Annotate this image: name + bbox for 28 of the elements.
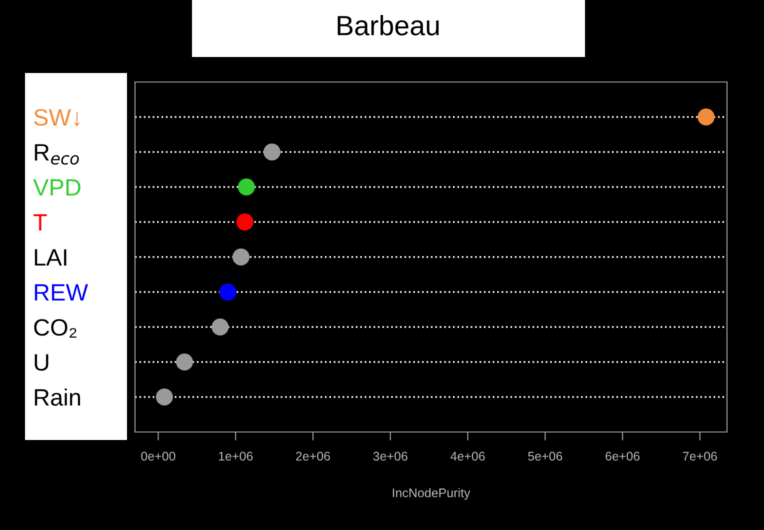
point: [176, 353, 194, 371]
point: [236, 213, 254, 231]
x-tick-label: 1e+06: [219, 452, 253, 461]
x-axis-title: IncNodePurity: [392, 488, 470, 500]
y-tick-label: REW: [34, 284, 88, 301]
x-tick-label: 5e+06: [528, 452, 562, 461]
point: [232, 248, 250, 266]
y-tick-label: Rain: [34, 388, 80, 406]
y-tick-label: R$_{eco}$: [34, 144, 79, 165]
y-tick-label: T: [34, 214, 47, 231]
x-tick-label: 7e+06: [683, 452, 717, 461]
point: [212, 318, 229, 336]
point: [219, 283, 236, 301]
x-tick-label: 6e+06: [606, 452, 640, 461]
point: [238, 178, 255, 196]
y-tick-label: U: [34, 354, 48, 371]
point: [156, 388, 173, 406]
point: [263, 143, 280, 161]
point: [698, 108, 715, 126]
x-tick-label: 0e+00: [141, 452, 176, 461]
y-tick-label: VPD: [33, 179, 80, 196]
chart-title: Barbeau: [338, 15, 439, 36]
y-tick-label: CO₂: [34, 319, 76, 338]
y-tick-label: LAI: [34, 249, 66, 266]
x-tick-label: 4e+06: [450, 452, 485, 461]
y-tick-label: SW↓: [34, 109, 80, 126]
x-tick-label: 3e+06: [373, 452, 408, 461]
x-tick-label: 2e+06: [296, 452, 330, 461]
